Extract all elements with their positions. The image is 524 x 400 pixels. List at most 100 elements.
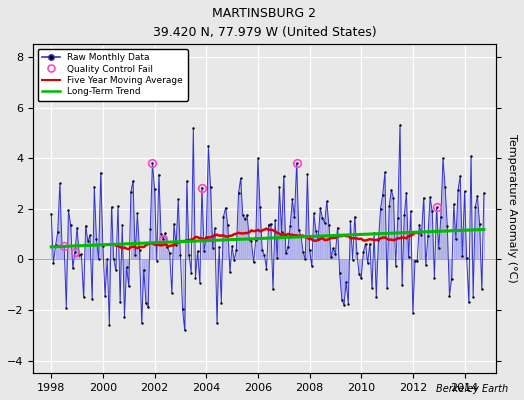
Point [428,208,436,214]
Point [53,229,62,235]
Point [461,188,469,195]
Point [155,172,163,178]
Point [146,226,155,232]
Point [226,269,234,275]
Point [316,205,324,211]
Point [452,236,460,242]
Point [144,304,152,310]
Point [374,237,383,244]
Point [82,222,90,229]
Point [110,256,118,262]
Point [112,267,120,274]
Point [368,285,376,291]
Point [96,170,105,176]
Point [469,294,477,300]
Point [254,155,262,162]
Point [337,297,346,303]
Point [327,254,335,260]
Point [224,222,232,228]
Point [228,243,236,250]
Point [454,186,462,193]
Point [77,251,85,257]
Point [391,262,400,269]
Point [381,169,389,176]
Point [463,255,471,262]
Point [419,194,428,201]
Point [185,252,193,258]
Point [256,204,264,211]
Point [465,299,473,306]
Point [333,224,342,231]
Point [305,247,314,253]
Point [279,173,288,180]
Point [394,215,402,221]
Point [378,191,387,198]
Point [176,251,184,258]
Point [362,240,370,247]
Point [161,230,170,236]
Point [187,269,195,276]
Point [342,279,351,285]
Point [64,207,73,213]
Point [432,204,441,211]
Point [443,223,452,230]
Point [370,230,378,236]
Point [312,228,320,234]
Point [157,231,165,237]
Point [400,212,408,219]
Point [320,220,329,226]
Point [247,238,256,244]
Point [271,217,279,224]
Point [447,276,456,282]
Point [73,225,81,231]
Point [299,248,307,255]
Point [241,216,249,222]
Point [348,256,357,263]
Point [439,155,447,161]
Point [189,125,198,131]
Point [344,300,353,307]
Point [385,203,394,209]
Point [294,227,303,233]
Point [58,243,66,250]
Point [357,275,365,281]
Point [284,244,292,250]
Point [230,257,238,264]
Point [238,212,247,218]
Point [422,262,430,268]
Point [325,222,333,228]
Point [47,211,56,217]
Point [267,221,275,227]
Point [90,183,99,190]
Point [137,320,146,326]
Point [413,258,421,264]
Point [409,309,417,316]
Point [456,173,464,179]
Point [234,190,243,196]
Point [458,253,466,260]
Point [88,296,96,302]
Point [168,290,176,296]
Point [353,250,361,256]
Point [314,235,322,242]
Point [62,305,71,312]
Point [407,208,415,214]
Point [172,242,180,248]
Point [191,275,200,281]
Point [473,193,482,199]
Point [436,214,445,220]
Point [219,213,227,220]
Point [445,293,454,299]
Point [308,263,316,269]
Point [211,225,219,232]
Point [372,294,380,300]
Point [67,222,75,228]
Point [417,232,425,238]
Point [243,212,252,218]
Point [135,246,144,253]
Point [125,283,133,290]
Point [170,221,178,227]
Point [148,160,157,166]
Point [252,237,260,244]
Point [273,254,281,261]
